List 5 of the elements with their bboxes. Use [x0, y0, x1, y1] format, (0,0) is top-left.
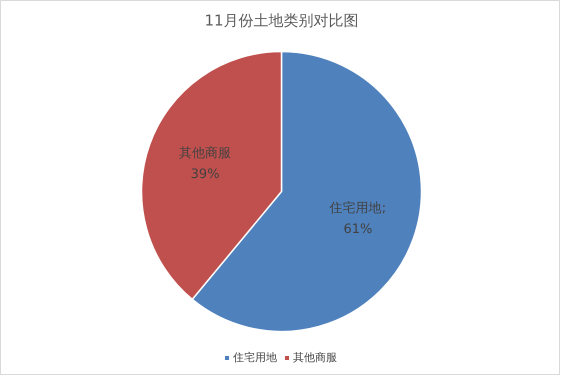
legend-label: 其他商服 [293, 350, 337, 365]
chart-title: 11月份土地类别对比图 [204, 12, 359, 30]
data-label: 其他商服 39% [179, 146, 232, 182]
legend-label: 住宅用地 [233, 350, 277, 365]
data-label: 住宅用地; 61% [328, 200, 386, 238]
